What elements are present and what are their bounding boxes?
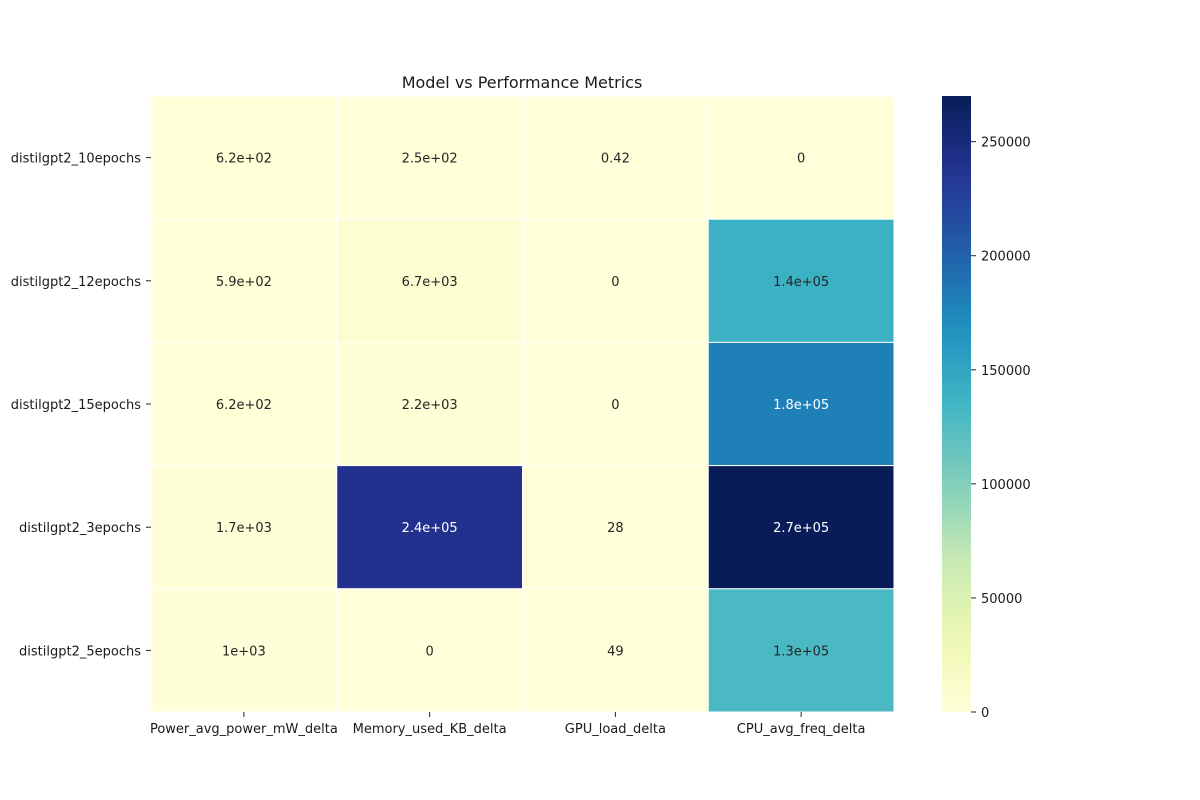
colorbar-tick-label: 250000 [981, 136, 1031, 151]
cell-annotation: 49 [607, 644, 624, 659]
heatmap-cell [522, 95, 709, 220]
heatmap-cell [522, 465, 709, 590]
row-label: distilgpt2_12epochs [11, 275, 141, 290]
cell-annotation: 0 [797, 152, 805, 167]
heatmap-cell [707, 588, 895, 713]
heatmap-cell [336, 95, 523, 220]
row-label: distilgpt2_10epochs [11, 152, 141, 167]
cell-annotation: 1e+03 [222, 644, 266, 659]
chart-title: Model vs Performance Metrics [402, 73, 643, 92]
cell-annotation: 2.2e+03 [402, 398, 458, 413]
heatmap-cell [150, 218, 338, 343]
cell-annotation: 6.2e+02 [216, 398, 272, 413]
cell-annotation: 1.7e+03 [216, 521, 272, 536]
row-labels: distilgpt2_10epochs distilgpt2_12epochsdi… [11, 152, 151, 659]
heatmap-cell [150, 588, 338, 713]
heatmap-cell [522, 588, 709, 713]
colorbar: 0 50000 100000 150000 200000 250000 [942, 96, 1031, 721]
heatmap-cell [336, 588, 523, 713]
column-label: Power_avg_power_mW_delta [150, 722, 338, 737]
cell-annotation: 1.4e+05 [773, 275, 829, 290]
heatmap-cell [707, 218, 895, 343]
heatmap-cells: 6.2e+02 2.5e+02 0.42 0 5.9e+02 6.7e+03 0 1.4e+0… [150, 95, 895, 713]
colorbar-tick-label: 100000 [981, 478, 1031, 493]
row-label: distilgpt2_5epochs [19, 644, 141, 659]
heatmap-cell [336, 341, 523, 467]
column-label: GPU_load_delta [565, 722, 666, 737]
heatmap-cell [707, 341, 895, 467]
colorbar-tick-label: 0 [981, 706, 989, 721]
heatmap-cell [707, 95, 895, 220]
heatmap-cell [336, 465, 523, 590]
cell-annotation: 1.3e+05 [773, 644, 829, 659]
cell-annotation: 0 [611, 275, 619, 290]
heatmap-cell [150, 465, 338, 590]
cell-annotation: 6.7e+03 [402, 275, 458, 290]
heatmap-cell [522, 218, 709, 343]
cell-annotation: 5.9e+02 [216, 275, 272, 290]
cell-annotation: 1.8e+05 [773, 398, 829, 413]
cell-annotation: 6.2e+02 [216, 152, 272, 167]
heatmap-cell [150, 95, 338, 220]
cell-annotation: 2.7e+05 [773, 521, 829, 536]
heatmap-cell [336, 218, 523, 343]
cell-annotation: 2.4e+05 [402, 521, 458, 536]
cell-annotation: 2.5e+02 [402, 152, 458, 167]
colorbar-tick-label: 200000 [981, 250, 1031, 265]
row-label: distilgpt2_15epochs [11, 398, 141, 413]
column-label: CPU_avg_freq_delta [737, 722, 866, 737]
cell-annotation: 28 [607, 521, 624, 536]
heatmap-cell [707, 465, 895, 590]
colorbar-tick-label: 150000 [981, 364, 1031, 379]
column-label: Memory_used_KB_delta [353, 722, 507, 737]
column-labels: Power_avg_power_mW_delta Memory_used_KB_d… [150, 712, 866, 737]
colorbar-gradient [942, 96, 971, 712]
row-label: distilgpt2_3epochs [19, 521, 141, 536]
cell-annotation: 0 [425, 644, 433, 659]
colorbar-tick-label: 50000 [981, 592, 1022, 607]
cell-annotation: 0.42 [601, 152, 630, 167]
cell-annotation: 0 [611, 398, 619, 413]
